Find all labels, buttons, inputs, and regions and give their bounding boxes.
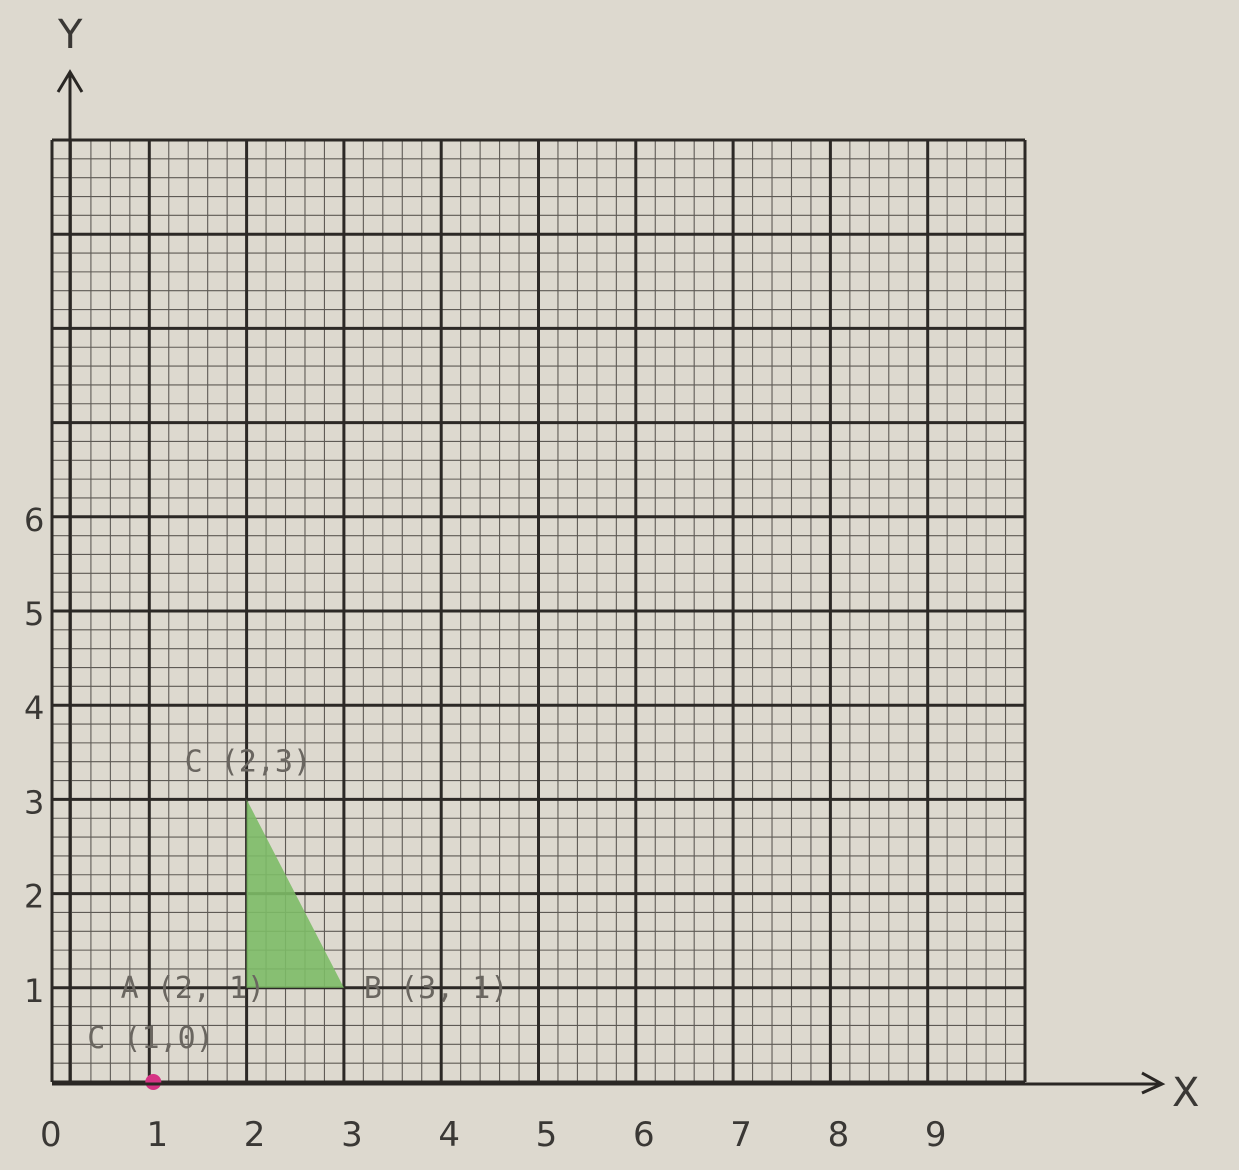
- y-tick-label: 1: [24, 972, 44, 1010]
- x-tick-label: 4: [438, 1115, 460, 1155]
- point-marker: [145, 1074, 161, 1090]
- y-axis-label: Y: [57, 12, 83, 58]
- x-tick-label: 1: [146, 1115, 168, 1155]
- x-tick-label: 3: [341, 1115, 363, 1155]
- point-label: C (2,3): [185, 744, 311, 779]
- point-label: B (3, 1): [364, 971, 509, 1006]
- y-tick-label: 3: [24, 783, 44, 821]
- y-tick-label: 4: [24, 689, 44, 727]
- point-label: C (1,0): [87, 1021, 213, 1056]
- y-tick-label: 5: [24, 595, 44, 633]
- y-tick-label: 2: [24, 878, 44, 916]
- x-tick-label: 5: [536, 1115, 558, 1155]
- x-tick-label: 6: [633, 1115, 655, 1155]
- x-tick-label: 9: [925, 1115, 947, 1155]
- x-tick-label: 8: [828, 1115, 850, 1155]
- y-tick-label: 6: [24, 501, 44, 539]
- x-tick-label: 2: [244, 1115, 266, 1155]
- grid-major-lines: [52, 140, 1025, 1082]
- origin-label: 0: [40, 1115, 62, 1155]
- x-axis-label: X: [1172, 1070, 1199, 1116]
- tick-labels: 1 2 3 4 5 6 7 8 9 1 2 3 4 5 6: [24, 501, 947, 1155]
- point-label: A (2, 1): [121, 971, 266, 1006]
- x-tick-label: 7: [730, 1115, 752, 1155]
